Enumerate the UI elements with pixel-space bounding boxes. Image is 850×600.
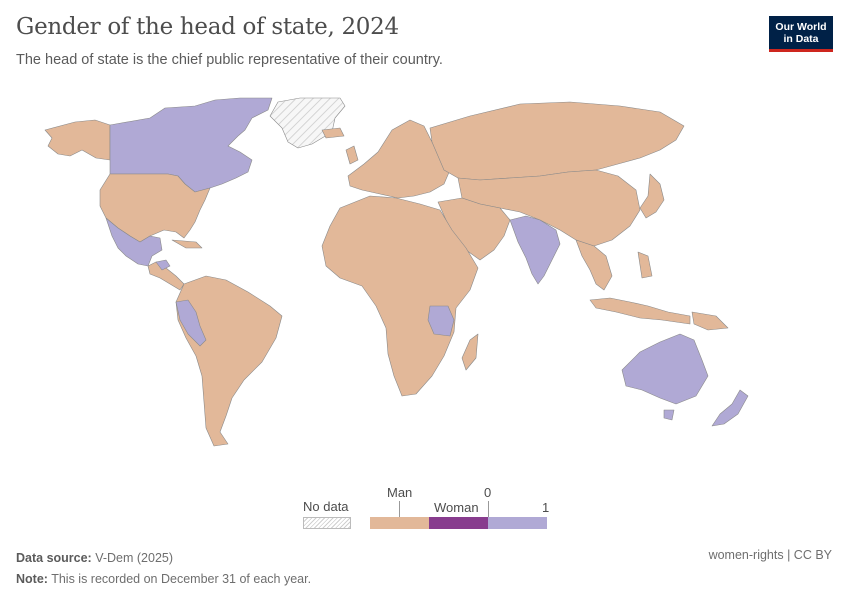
country-png[interactable]	[691, 311, 729, 331]
legend-one-label: 1	[542, 500, 550, 515]
country-japan[interactable]	[639, 173, 665, 219]
page-subtitle: The head of state is the chief public re…	[16, 52, 443, 68]
country-india[interactable]	[509, 215, 561, 285]
country-south-america[interactable]	[175, 275, 283, 447]
legend-no-data-swatch[interactable]	[303, 517, 351, 529]
data-source-line: Data source: V-Dem (2025)	[16, 548, 311, 569]
country-china-region[interactable]	[457, 169, 641, 247]
owid-logo[interactable]: Our World in Data	[769, 16, 833, 52]
country-australia[interactable]	[621, 333, 709, 405]
legend-zero-tick	[488, 501, 489, 517]
country-new-zealand[interactable]	[711, 389, 749, 427]
page-title: Gender of the head of state, 2024	[16, 14, 399, 40]
world-map[interactable]	[0, 80, 850, 480]
data-source-label: Data source:	[16, 551, 92, 565]
note-line: Note: This is recorded on December 31 of…	[16, 569, 311, 590]
country-peru[interactable]	[175, 299, 207, 347]
country-usa-alaska[interactable]	[44, 119, 111, 161]
map-legend: No data Man 0 Woman 1	[0, 480, 850, 530]
legend-one-swatch[interactable]	[488, 517, 547, 529]
legend-man-swatch[interactable]	[370, 517, 429, 529]
note-text: This is recorded on December 31 of each …	[51, 572, 312, 586]
country-greenland[interactable]	[269, 97, 346, 149]
legend-zero-label: 0	[484, 485, 492, 500]
country-honduras[interactable]	[155, 259, 171, 271]
country-madagascar[interactable]	[461, 333, 479, 371]
country-tasmania[interactable]	[663, 409, 675, 421]
country-russia[interactable]	[429, 101, 685, 181]
country-uk[interactable]	[345, 145, 359, 165]
logo-line-1: Our World	[775, 21, 827, 33]
legend-man-tick	[399, 501, 400, 517]
country-philippines[interactable]	[637, 251, 653, 279]
logo-line-2: in Data	[783, 33, 819, 45]
footer-notes: Data source: V-Dem (2025) Note: This is …	[16, 548, 311, 590]
country-africa[interactable]	[321, 195, 479, 397]
legend-woman-swatch[interactable]	[429, 517, 488, 529]
legend-man-label: Man	[387, 485, 413, 500]
legend-woman-label: Woman	[434, 500, 479, 515]
data-source-link[interactable]: V-Dem (2025)	[95, 551, 174, 565]
topic-license-link[interactable]: women-rights | CC BY	[708, 548, 832, 562]
country-indonesia[interactable]	[589, 297, 691, 325]
country-se-asia[interactable]	[575, 239, 613, 291]
country-cuba[interactable]	[171, 239, 203, 249]
country-iceland[interactable]	[321, 127, 345, 139]
note-label: Note:	[16, 572, 48, 586]
country-mexico[interactable]	[105, 217, 163, 267]
country-tanzania[interactable]	[427, 305, 455, 337]
legend-no-data-label: No data	[303, 499, 349, 514]
